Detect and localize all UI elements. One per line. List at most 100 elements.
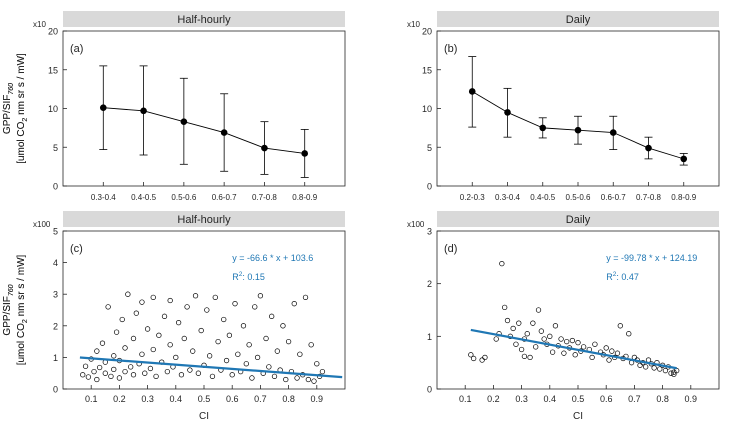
scatter-point [209,373,216,380]
y-tick-label: 1 [427,332,432,342]
y-axis-label-line2: [umol CO2 nm sr s / mW] [16,254,29,365]
scatter-point [150,346,156,353]
scatter-point [521,353,528,359]
scatter-point [91,368,97,375]
scatter-point [603,345,609,351]
scatter-point [535,307,542,313]
y-tick-label: 15 [422,65,432,75]
y-axis-label-rest: nm sr s / mW] [16,254,27,319]
y-axis-label-subscript: 760 [8,83,15,95]
scatter-point [311,378,317,384]
scatter-point [94,376,100,383]
panel-strip-title: Daily [566,14,591,26]
data-point [645,144,652,152]
data-point [261,144,268,152]
x-axis-label: CI [199,411,209,422]
panel-label: (c) [70,243,83,255]
x-tick-label: 0.5-0.6 [566,193,591,202]
scatter-point [212,294,218,301]
scatter-point [85,374,92,380]
x-tick-label: 0.7-0.8 [636,193,661,202]
scatter-point [269,313,275,319]
y-tick-label: 2 [53,321,58,331]
x-tick-label: 0.7 [628,394,641,404]
x-tick-label: 0.5 [198,394,211,404]
scatter-point [297,351,303,357]
y-tick-label: 0 [53,182,58,192]
scatter-point [125,291,131,297]
scatter-point [285,338,292,345]
x-tick-label: 0.5 [572,394,585,404]
fit-equation: y = -99.78 * x + 124.19 [606,253,697,263]
scatter-point [319,368,326,375]
y-exponent-label: x10 [33,20,46,29]
y-axis-label-rest: nm sr s / mW] [16,53,27,118]
scatter-point [226,332,233,338]
scatter-point [516,320,522,326]
scatter-point [184,304,190,310]
scatter-point [147,365,154,372]
y-tick-label: 20 [48,27,58,37]
scatter-point [257,293,264,299]
x-tick-label: 0.1 [459,394,472,404]
x-tick-label: 0.7 [254,394,267,404]
scatter-point [175,319,182,326]
scatter-point [254,354,261,361]
scatter-point [558,336,564,342]
y-tick-label: 10 [48,104,58,114]
y-tick-label: 1 [53,353,58,363]
scatter-point [215,338,221,345]
scatter-point [139,351,145,357]
scatter-point [482,354,488,361]
scatter-point [223,357,230,364]
x-tick-label: 0.4 [544,394,557,404]
x-tick-label: 0.6 [226,394,239,404]
scatter-point [614,350,621,356]
scatter-point [128,364,134,370]
scatter-point [156,332,162,338]
r-squared-value: : 0.47 [616,272,639,282]
y-tick-label: 2 [427,279,432,289]
series-line [103,107,305,154]
scatter-point [668,370,674,376]
y-axis-label-subscript: 2 [22,319,29,323]
y-tick-label: 3 [427,227,432,237]
data-point [680,155,688,163]
scatter-point [575,340,581,346]
scatter-point [119,316,125,323]
scatter-point [142,370,148,376]
scatter-point [651,365,657,371]
y-axis-label-line1: GPP/SIF760 [2,83,15,134]
scatter-point [280,323,286,329]
r-squared: R2: 0.47 [606,271,639,282]
y-axis-label-line1: GPP/SIF760 [2,284,15,335]
scatter-point [580,344,587,350]
scatter-point [111,353,117,359]
scatter-point [204,307,210,313]
panel-strip [437,211,719,227]
y-tick-label: 0 [427,385,432,395]
y-axis-label-subscript: 760 [8,284,15,296]
scatter-point [274,348,280,354]
data-point [140,107,147,115]
scatter-point [626,331,632,337]
scatter-point [164,368,170,375]
x-tick-label: 0.9 [311,394,324,404]
scatter-point [662,367,669,374]
x-tick-label: 0.8-0.9 [292,193,317,202]
scatter-point [252,304,258,310]
scatter-point [592,341,598,347]
scatter-point [314,361,320,367]
y-tick-label: 3 [53,290,58,300]
panel-label: (b) [444,43,457,55]
scatter-point [116,375,123,381]
scatter-point [150,294,156,301]
y-tick-label: 0 [53,385,58,395]
scatter-point [561,350,567,356]
scatter-point [249,375,255,381]
panel-strip-title: Half-hourly [177,214,231,226]
scatter-point [291,301,297,307]
scatter-point [305,376,311,383]
